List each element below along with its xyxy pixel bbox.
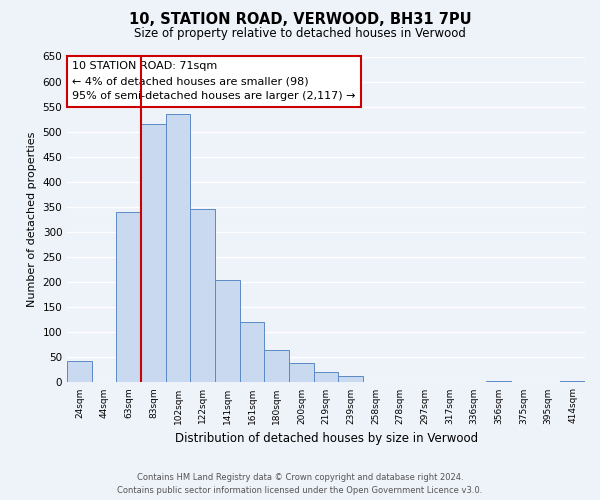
X-axis label: Distribution of detached houses by size in Verwood: Distribution of detached houses by size … — [175, 432, 478, 445]
Bar — [265, 350, 289, 382]
Text: Contains HM Land Registry data © Crown copyright and database right 2024.
Contai: Contains HM Land Registry data © Crown c… — [118, 473, 482, 495]
Text: 10, STATION ROAD, VERWOOD, BH31 7PU: 10, STATION ROAD, VERWOOD, BH31 7PU — [128, 12, 472, 28]
Text: 10 STATION ROAD: 71sqm
← 4% of detached houses are smaller (98)
95% of semi-deta: 10 STATION ROAD: 71sqm ← 4% of detached … — [73, 62, 356, 101]
Bar — [289, 364, 314, 382]
Bar — [560, 381, 585, 382]
Y-axis label: Number of detached properties: Number of detached properties — [27, 132, 37, 307]
Bar — [141, 124, 166, 382]
Bar — [215, 280, 240, 382]
Bar — [67, 362, 92, 382]
Bar — [116, 212, 141, 382]
Bar — [190, 210, 215, 382]
Text: Size of property relative to detached houses in Verwood: Size of property relative to detached ho… — [134, 28, 466, 40]
Bar — [240, 322, 265, 382]
Bar — [314, 372, 338, 382]
Bar — [338, 376, 363, 382]
Bar — [166, 114, 190, 382]
Bar — [487, 381, 511, 382]
